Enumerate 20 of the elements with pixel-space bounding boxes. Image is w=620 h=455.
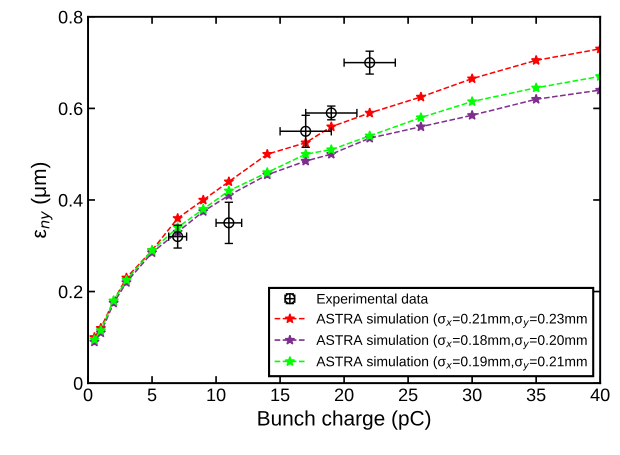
x-tick-label: 20 xyxy=(334,388,354,402)
x-tick-label: 30 xyxy=(462,388,482,402)
y-axis-title: ε$_{ny}$ (μm) xyxy=(30,162,52,238)
x-tick-label: 25 xyxy=(398,388,418,402)
x-tick-label: 10 xyxy=(207,388,226,402)
legend-label: ASTRA simulation (σ$_{x}$=0.18mm,σ$_{y}$=0.20mm xyxy=(316,334,587,350)
legend-label: ASTRA simulation (σ$_{x}$=0.21mm,σ$_{y}$=0.23mm xyxy=(316,313,587,328)
legend-label: ASTRA simulation (σ$_{x}$=0.19mm,σ$_{y}$=0.21mm xyxy=(316,356,587,371)
x-tick-label: 40 xyxy=(590,388,610,402)
y-tick-label: 0 xyxy=(74,377,82,390)
legend-label: Experimental data xyxy=(317,293,428,306)
y-tick-label: 0.6 xyxy=(58,102,82,116)
y-tick-label: 0.2 xyxy=(58,285,82,298)
x-tick-label: 35 xyxy=(526,388,546,402)
x-axis-title: Bunch charge (pC) xyxy=(258,410,430,430)
x-tick-label: 5 xyxy=(148,388,156,402)
y-tick-label: 0.4 xyxy=(58,194,83,207)
y-tick-label: 0.8 xyxy=(58,10,82,24)
x-tick-label: 0 xyxy=(84,388,92,402)
x-tick-label: 15 xyxy=(271,388,290,402)
